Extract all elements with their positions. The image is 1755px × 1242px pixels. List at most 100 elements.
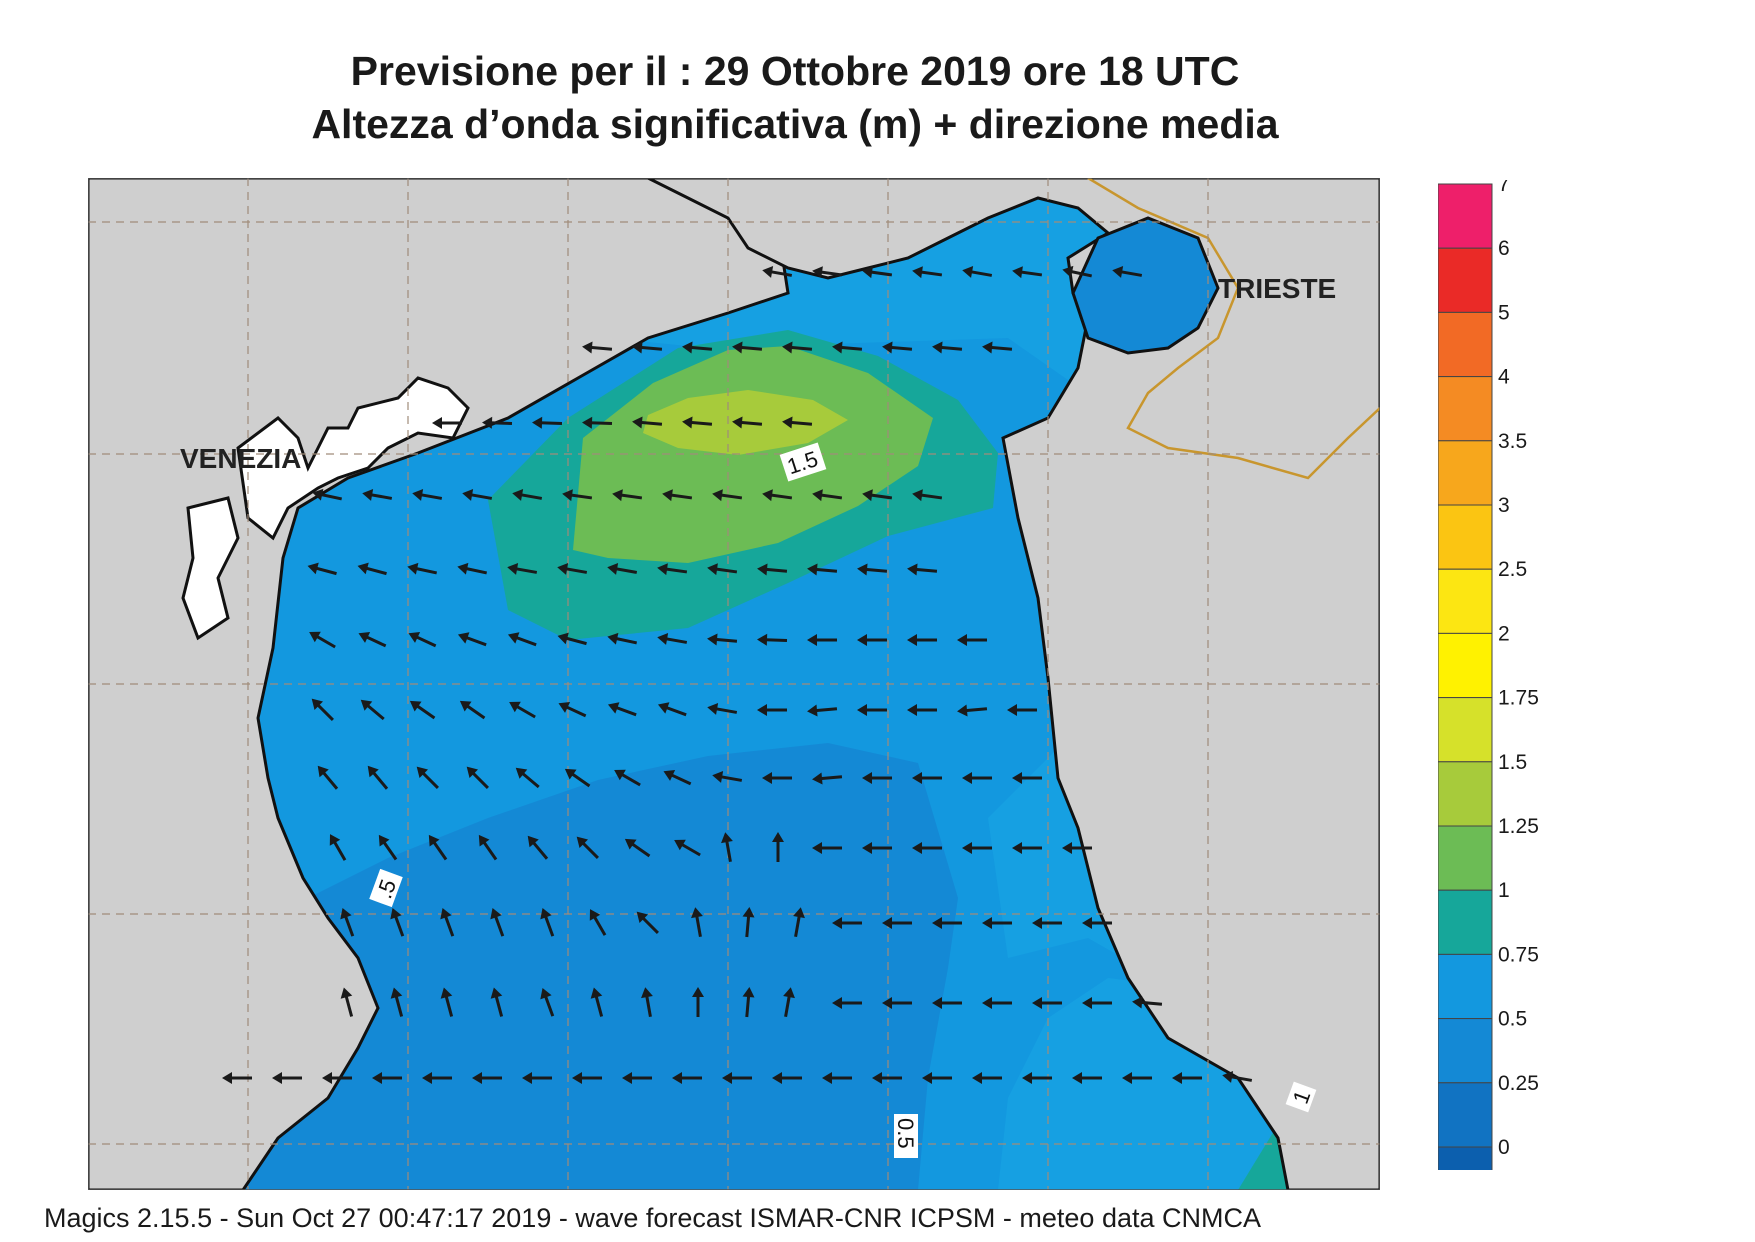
direction-arrow: [782, 341, 813, 354]
colorbar-swatch: [1438, 697, 1493, 763]
direction-arrow: [1132, 996, 1163, 1009]
direction-arrow: [907, 563, 938, 576]
direction-arrow: [408, 632, 437, 648]
direction-arrow: [962, 772, 992, 784]
direction-arrow: [962, 266, 993, 278]
direction-arrow: [1172, 1072, 1202, 1084]
forecast-title: Previsione per il : 29 Ottobre 2019 ore …: [350, 48, 1240, 94]
direction-arrow: [957, 634, 987, 646]
direction-arrow: [932, 341, 963, 354]
colorbar-swatch: [1438, 761, 1493, 827]
direction-arrow: [772, 832, 784, 862]
direction-arrow: [527, 835, 549, 860]
direction-arrow: [932, 917, 962, 929]
direction-arrow: [1012, 772, 1042, 784]
direction-arrow: [512, 489, 543, 501]
direction-arrow: [762, 772, 792, 784]
direction-arrow: [832, 997, 862, 1009]
direction-arrow: [757, 633, 788, 646]
direction-arrow: [957, 704, 988, 717]
direction-arrow: [982, 341, 1013, 354]
svg-text:0.5: 0.5: [893, 1118, 918, 1149]
direction-arrow: [422, 1072, 452, 1084]
direction-arrow: [614, 769, 641, 787]
graticule: [88, 178, 1380, 1190]
direction-arrow: [607, 702, 637, 717]
direction-arrow: [362, 489, 393, 501]
colorbar-tick-label: 0.5: [1498, 1008, 1527, 1031]
colorbar-swatch: [1438, 889, 1493, 955]
direction-arrow: [672, 1072, 702, 1084]
direction-arrow: [783, 987, 795, 1018]
direction-arrow: [707, 563, 738, 576]
direction-arrow: [515, 767, 540, 789]
direction-arrow: [311, 698, 334, 721]
colorbar-swatch: [1438, 1018, 1493, 1084]
colorbar-swatch: [1438, 376, 1493, 442]
colorbar-tick-label: 3: [1498, 494, 1510, 517]
direction-arrow: [812, 772, 843, 785]
direction-arrow: [582, 341, 613, 354]
colorbar-tick-label: 2: [1498, 622, 1510, 645]
direction-arrow: [490, 907, 505, 937]
direction-arrow: [691, 907, 703, 938]
direction-arrow: [482, 416, 513, 429]
city-label-venezia: VENEZIA: [180, 443, 301, 474]
colorbar-tick-label: 5: [1498, 301, 1510, 324]
direction-arrow: [807, 634, 837, 646]
colorbar-tick-label: 1: [1498, 879, 1510, 902]
direction-arrow: [1222, 1071, 1253, 1083]
direction-arrow: [674, 839, 701, 857]
direction-arrow: [572, 1072, 602, 1084]
direction-arrow: [1032, 997, 1062, 1009]
direction-arrow: [862, 489, 893, 502]
direction-arrow: [1012, 842, 1042, 854]
colorbar-tick-label: 1.5: [1498, 751, 1527, 774]
direction-arrow: [922, 1072, 952, 1084]
direction-arrow: [807, 563, 838, 576]
direction-arrow: [478, 834, 498, 861]
direction-arrow: [607, 563, 638, 575]
direction-arrow: [607, 632, 638, 645]
footer-credits: Magics 2.15.5 - Sun Oct 27 00:47:17 2019…: [44, 1203, 1261, 1233]
direction-arrow: [1032, 917, 1062, 929]
direction-arrow: [312, 488, 343, 501]
direction-arrow: [440, 907, 455, 937]
direction-arrow: [907, 634, 937, 646]
direction-arrow: [1062, 842, 1092, 854]
direction-arrow: [732, 341, 763, 354]
direction-arrow: [662, 489, 693, 502]
colorbar-swatch: [1438, 311, 1493, 378]
colorbar-swatch: [1438, 183, 1493, 249]
colorbar-tick-label: 0: [1498, 1136, 1510, 1159]
direction-arrow: [462, 489, 493, 501]
colorbar-tick-label: 0.75: [1498, 943, 1539, 966]
direction-arrow: [457, 632, 487, 647]
colorbar: 7 6 5 4 3.5 3 2.5 2 1.75 1.5 1.25 1 0.75 0.5 0.25 0: [1438, 180, 1539, 1170]
direction-arrow: [1012, 266, 1043, 279]
direction-arrow: [557, 563, 588, 575]
direction-arrow: [407, 562, 438, 575]
contour-label-0.5-west: .5: [369, 868, 403, 908]
colorbar-swatch: [1438, 825, 1493, 891]
direction-arrow: [540, 987, 555, 1017]
direction-arrow: [416, 766, 439, 789]
direction-arrow: [557, 632, 587, 646]
direction-arrow: [309, 631, 336, 649]
direction-arrow: [722, 1072, 752, 1084]
colorbar-tick-label: 1.25: [1498, 815, 1539, 838]
colorbar-tick-label: 6: [1498, 237, 1510, 260]
direction-arrow: [772, 1072, 802, 1084]
direction-arrow: [812, 489, 843, 502]
direction-arrow: [832, 341, 863, 354]
direction-arrow: [832, 917, 862, 929]
direction-arrow: [372, 1072, 402, 1084]
direction-arrow: [793, 907, 805, 938]
direction-arrow: [857, 563, 888, 576]
direction-arrow: [782, 416, 813, 429]
direction-arrow: [562, 489, 593, 502]
contour-label-1: 1: [1285, 1081, 1317, 1113]
direction-arrow: [721, 832, 733, 863]
direction-arrow: [857, 634, 887, 646]
direction-arrow: [340, 987, 354, 1017]
